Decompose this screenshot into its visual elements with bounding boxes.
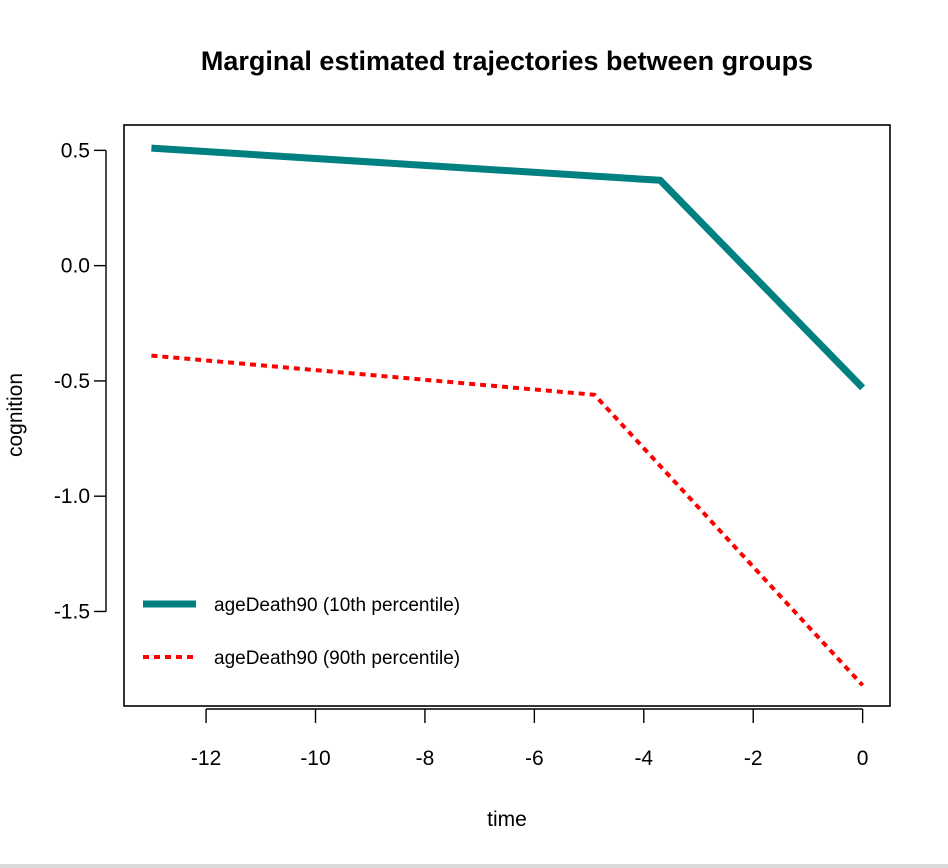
x-tick-label: -10 [300,747,330,770]
y-axis-label: cognition [4,373,27,457]
series-line-1 [151,144,866,391]
y-tick-label: -1.5 [54,600,90,623]
window-bottom-edge [0,864,948,868]
x-tick-label: -4 [634,747,653,770]
x-tick-label: -2 [744,747,763,770]
x-tick-label: 0 [857,747,869,770]
y-tick-label: 0.5 [61,139,90,162]
y-axis: 0.5 0.0 -0.5 -1.0 -1.5 [54,139,107,623]
x-axis: -12 -10 -8 -6 -4 -2 0 [191,708,869,770]
chart-title: Marginal estimated trajectories between … [201,46,813,76]
x-tick-label: -8 [416,747,435,770]
x-axis-label: time [487,808,527,831]
legend: ageDeath90 (10th percentile) ageDeath90 (… [143,595,460,669]
x-tick-label: -6 [525,747,544,770]
x-tick-label: -12 [191,747,221,770]
y-tick-label: -1.0 [54,485,90,508]
y-tick-label: 0.0 [61,255,90,278]
legend-label-1: ageDeath90 (10th percentile) [214,595,460,616]
legend-label-2: ageDeath90 (90th percentile) [214,648,460,669]
plot-frame [123,124,891,707]
y-tick-label: -0.5 [54,370,90,393]
series-layer [151,144,866,687]
series-line-2 [151,353,865,687]
